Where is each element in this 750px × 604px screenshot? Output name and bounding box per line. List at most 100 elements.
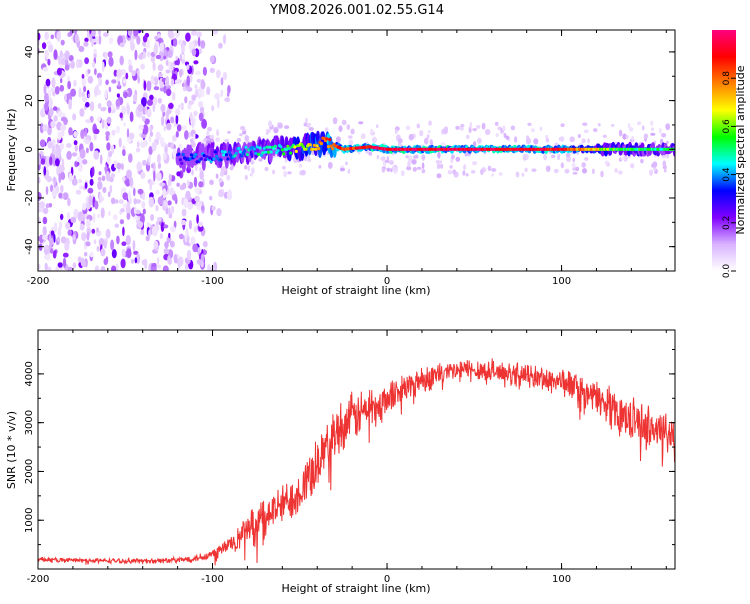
noise-cell [244,135,250,142]
noise-cell [155,204,159,212]
noise-cell [175,131,179,138]
noise-cell [156,264,162,269]
noise-cell [38,236,42,242]
noise-cell [61,130,65,137]
noise-cell [469,121,473,129]
noise-cell [98,197,102,204]
noise-cell [104,89,108,100]
signal-cell [304,147,308,151]
signal-cell [257,152,261,156]
noise-cell [436,173,442,179]
noise-cell [560,123,565,128]
noise-cell [88,194,93,206]
noise-cell [73,79,77,87]
noise-cell [201,118,208,129]
noise-cell [498,172,503,176]
noise-cell [244,174,248,181]
noise-cell [172,38,178,47]
noise-cell [167,179,172,187]
noise-cell [209,134,215,139]
noise-cell [157,97,163,104]
noise-cell [59,50,63,58]
snr-x-tick-label: -200 [27,574,50,585]
noise-cell [582,122,588,126]
noise-cell [80,129,85,140]
signal-cell [238,150,242,154]
noise-cell [136,35,141,45]
noise-cell [211,205,216,211]
noise-cell [543,153,547,161]
noise-cell [199,167,202,173]
noise-cell [93,239,97,245]
noise-cell [170,116,175,124]
noise-cell [369,129,374,134]
noise-cell [227,85,231,94]
noise-cell [153,76,159,86]
noise-cell [175,55,178,61]
noise-cell [189,112,193,121]
noise-cell [455,125,460,130]
noise-cell [44,49,49,60]
noise-cell [57,262,63,268]
noise-cell [152,61,156,71]
noise-cell [167,49,173,59]
noise-cell [591,168,595,175]
noise-cell [157,162,162,169]
noise-cell [436,163,441,170]
noise-cell [57,131,62,141]
noise-cell [347,168,351,174]
noise-cell [283,170,288,178]
noise-cell [194,84,198,89]
noise-cell [136,253,141,265]
noise-cell [163,224,169,229]
noise-cell [345,161,348,166]
signal-cell [311,147,315,151]
noise-cell [196,259,203,265]
noise-cell [153,170,156,182]
noise-cell [73,234,76,241]
noise-cell [168,102,174,109]
noise-cell [89,178,94,186]
noise-cell [211,105,215,112]
signal-cell [326,145,330,149]
noise-cell [209,55,215,63]
noise-cell [108,86,112,93]
noise-cell [64,50,70,61]
noise-cell [332,117,338,125]
noise-cell [553,168,559,174]
noise-cell [113,69,118,77]
noise-cell [87,75,94,84]
noise-cell [198,221,204,228]
noise-cell [134,257,138,264]
noise-cell [50,237,54,245]
noise-cell [188,131,192,139]
signal-cell [177,152,181,156]
noise-cell [176,171,181,177]
noise-cell [38,176,41,184]
noise-cell [50,34,54,40]
noise-cell [172,148,177,159]
noise-cell [158,73,163,78]
noise-cell [133,30,139,37]
noise-cell [218,42,223,49]
noise-cell [87,69,91,74]
noise-cell [60,236,67,244]
noise-cell [185,32,191,42]
noise-cell [447,170,453,175]
noise-cell [137,103,144,112]
noise-cell [181,208,187,217]
noise-cell [170,240,175,248]
noise-cell [178,143,182,149]
noise-cell [50,230,55,236]
noise-cell [249,173,253,177]
noise-cell [39,139,46,148]
noise-cell [172,135,177,142]
noise-cell [566,155,571,163]
noise-cell [119,55,124,66]
noise-cell [151,263,157,268]
noise-cell [175,114,179,125]
noise-cell [110,197,116,205]
noise-cell [60,184,64,193]
noise-cell [38,191,42,201]
